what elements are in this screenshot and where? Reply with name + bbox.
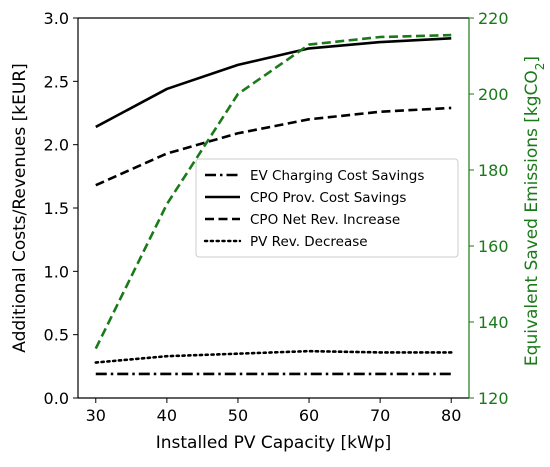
y-right-tick-label: 220 <box>478 9 509 28</box>
y-left-tick-label: 3.0 <box>44 9 69 28</box>
legend-label: EV Charging Cost Savings <box>250 168 424 184</box>
legend-label: PV Rev. Decrease <box>250 234 368 250</box>
x-tick-label: 70 <box>370 406 390 425</box>
y-left-tick-label: 2.5 <box>44 72 69 91</box>
y-axis-left-title: Additional Costs/Revenues [kEUR] <box>10 63 30 353</box>
x-tick-label: 30 <box>86 406 106 425</box>
x-tick-label: 50 <box>228 406 248 425</box>
y-axis-right-title-suffix: ] <box>522 56 542 63</box>
y-right-tick-label: 160 <box>478 237 509 256</box>
legend-label: CPO Prov. Cost Savings <box>250 190 406 206</box>
series-line-cpo-prov-cost-savings <box>95 36 452 129</box>
legend-box <box>195 158 459 258</box>
y-left-tick-label: 1.5 <box>44 199 69 218</box>
y-right-tick-label: 120 <box>478 389 509 408</box>
x-tick-label: 60 <box>299 406 319 425</box>
y-right-tick-label: 140 <box>478 313 509 332</box>
y-left-tick-label: 0.0 <box>44 389 69 408</box>
x-axis-title: Installed PV Capacity [kWp] <box>156 433 392 453</box>
legend-label: CPO Net Rev. Increase <box>250 212 400 228</box>
x-tick-label: 80 <box>441 406 461 425</box>
y-axis-right-title: Equivalent Saved Emissions [kgCO2] <box>522 56 547 366</box>
x-tick-label: 40 <box>157 406 177 425</box>
y-right-tick-label: 180 <box>478 161 509 180</box>
series-line-series-5 <box>94 33 452 350</box>
series-line-pv-rev-decrease <box>94 349 453 364</box>
y-right-tick-label: 200 <box>478 85 509 104</box>
y-left-tick-label: 2.0 <box>44 136 69 155</box>
y-axis-right-title-main: Equivalent Saved Emissions [kgCO <box>522 70 542 366</box>
y-left-tick-label: 1.0 <box>44 262 69 281</box>
y-left-tick-label: 0.5 <box>44 326 69 345</box>
y-axis-right-title-subscript: 2 <box>533 63 547 71</box>
